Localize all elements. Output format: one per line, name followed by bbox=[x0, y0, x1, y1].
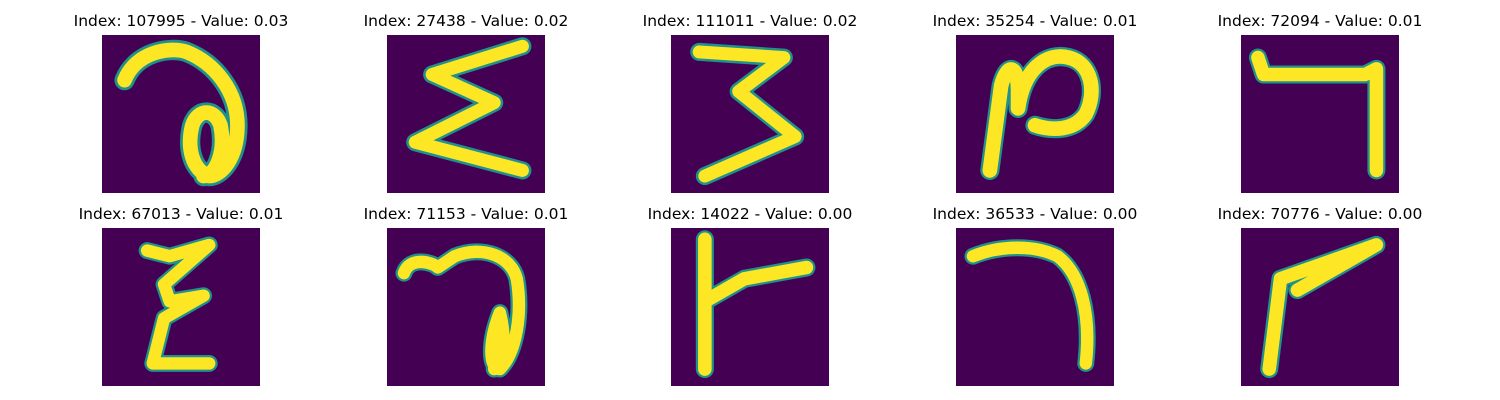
panel-title-9: Index: 36533 - Value: 0.00 bbox=[932, 205, 1138, 223]
handwritten-glyph-8 bbox=[695, 230, 816, 379]
handwritten-glyph-7 bbox=[395, 243, 528, 378]
digit-image-5 bbox=[1241, 35, 1399, 193]
panel-title-6: Index: 67013 - Value: 0.01 bbox=[78, 205, 284, 223]
handwritten-glyph-9 bbox=[964, 239, 1096, 372]
panel-title-5: Index: 72094 - Value: 0.01 bbox=[1217, 12, 1423, 30]
digit-image-3 bbox=[671, 35, 829, 193]
handwritten-glyph-10 bbox=[1260, 235, 1386, 379]
digit-image-9 bbox=[956, 228, 1114, 386]
digit-image-6 bbox=[102, 228, 260, 386]
panel-title-2: Index: 27438 - Value: 0.02 bbox=[363, 12, 569, 30]
handwritten-glyph-2 bbox=[406, 37, 532, 180]
handwritten-glyph-6 bbox=[138, 236, 218, 372]
handwritten-glyph-1 bbox=[114, 39, 248, 187]
digit-image-8 bbox=[671, 228, 829, 386]
panel-title-1: Index: 107995 - Value: 0.03 bbox=[73, 12, 289, 30]
panel-title-10: Index: 70776 - Value: 0.00 bbox=[1217, 205, 1423, 223]
handwritten-glyph-5 bbox=[1248, 48, 1386, 180]
digit-image-4 bbox=[956, 35, 1114, 193]
panel-title-4: Index: 35254 - Value: 0.01 bbox=[932, 12, 1138, 30]
panel-title-7: Index: 71153 - Value: 0.01 bbox=[363, 205, 569, 223]
digit-image-1 bbox=[102, 35, 260, 193]
digit-image-10 bbox=[1241, 228, 1399, 386]
digit-image-7 bbox=[387, 228, 545, 386]
handwritten-glyph-3 bbox=[690, 42, 805, 186]
digit-image-2 bbox=[387, 35, 545, 193]
handwritten-glyph-4 bbox=[980, 46, 1101, 181]
panel-title-3: Index: 111011 - Value: 0.02 bbox=[642, 12, 858, 30]
panel-title-8: Index: 14022 - Value: 0.00 bbox=[647, 205, 853, 223]
